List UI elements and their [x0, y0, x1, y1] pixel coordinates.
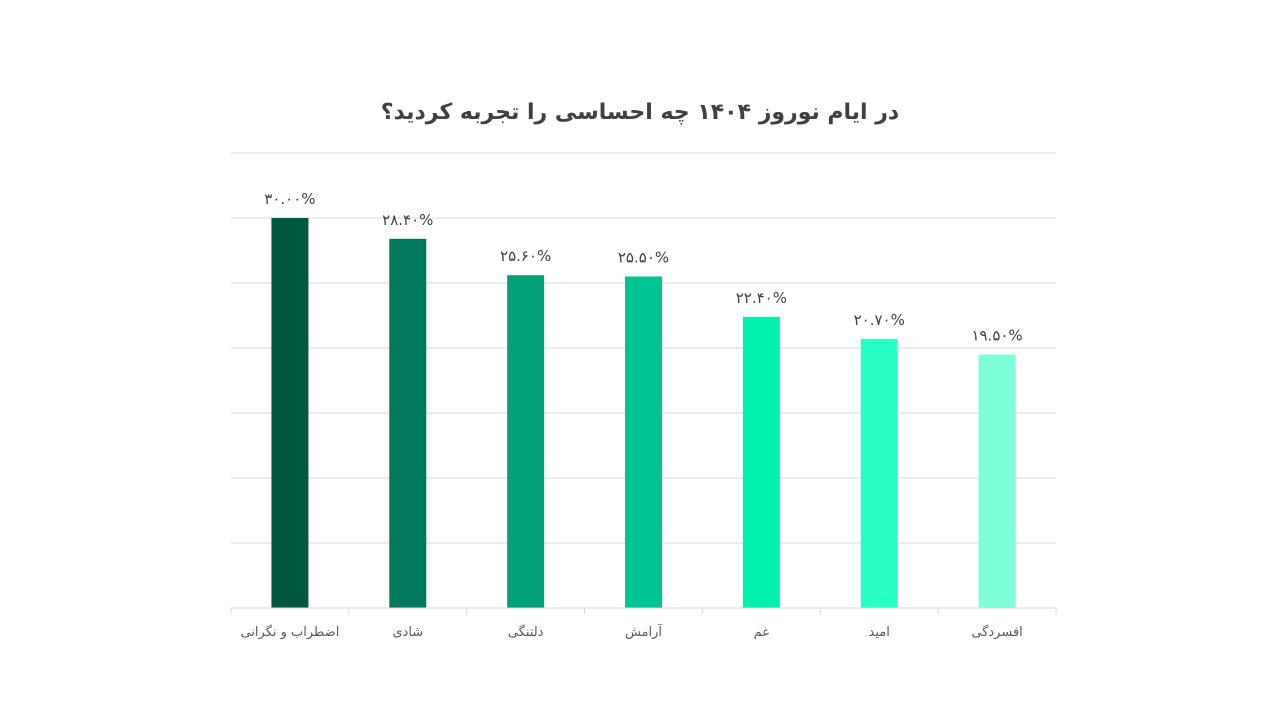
category-label: افسردگی	[971, 624, 1022, 640]
category-label: امید	[869, 625, 890, 640]
bar	[389, 238, 427, 609]
category-label: شادی	[392, 625, 423, 640]
data-labels: ۳۰.۰۰% ۲۸.۴۰% ۲۵.۶۰% ۲۵.۵۰% ۲۲.۴۰% ۲۰.۷۰% ۱۹.۵…	[264, 190, 1022, 345]
category-label: دلتنگی	[508, 624, 544, 640]
bar	[625, 276, 662, 608]
bars	[271, 218, 1016, 609]
data-label: ۲۰.۷۰%	[854, 311, 905, 329]
category-labels: اضطراب و نگرانی شادی دلتنگی آرامش غم امید افسر…	[240, 623, 1022, 640]
category-label: غم	[754, 625, 770, 640]
bar	[507, 275, 545, 608]
x-axis	[230, 607, 1057, 614]
chart-title: در ایام نوروز ۱۴۰۴ چه احساسی را تجربه کر…	[380, 100, 900, 125]
data-label: ۲۸.۴۰%	[382, 211, 433, 229]
category-label: آرامش	[625, 623, 663, 640]
bar	[271, 218, 309, 608]
data-label: ۲۵.۵۰%	[618, 249, 669, 267]
data-label: ۲۵.۶۰%	[500, 247, 551, 265]
bar	[742, 316, 780, 608]
data-label: ۳۰.۰۰%	[264, 190, 315, 208]
data-label: ۲۲.۴۰%	[736, 289, 787, 307]
category-label: اضطراب و نگرانی	[240, 624, 339, 640]
bar	[860, 338, 898, 608]
data-label: ۱۹.۵۰%	[971, 327, 1022, 345]
bar	[978, 354, 1016, 608]
